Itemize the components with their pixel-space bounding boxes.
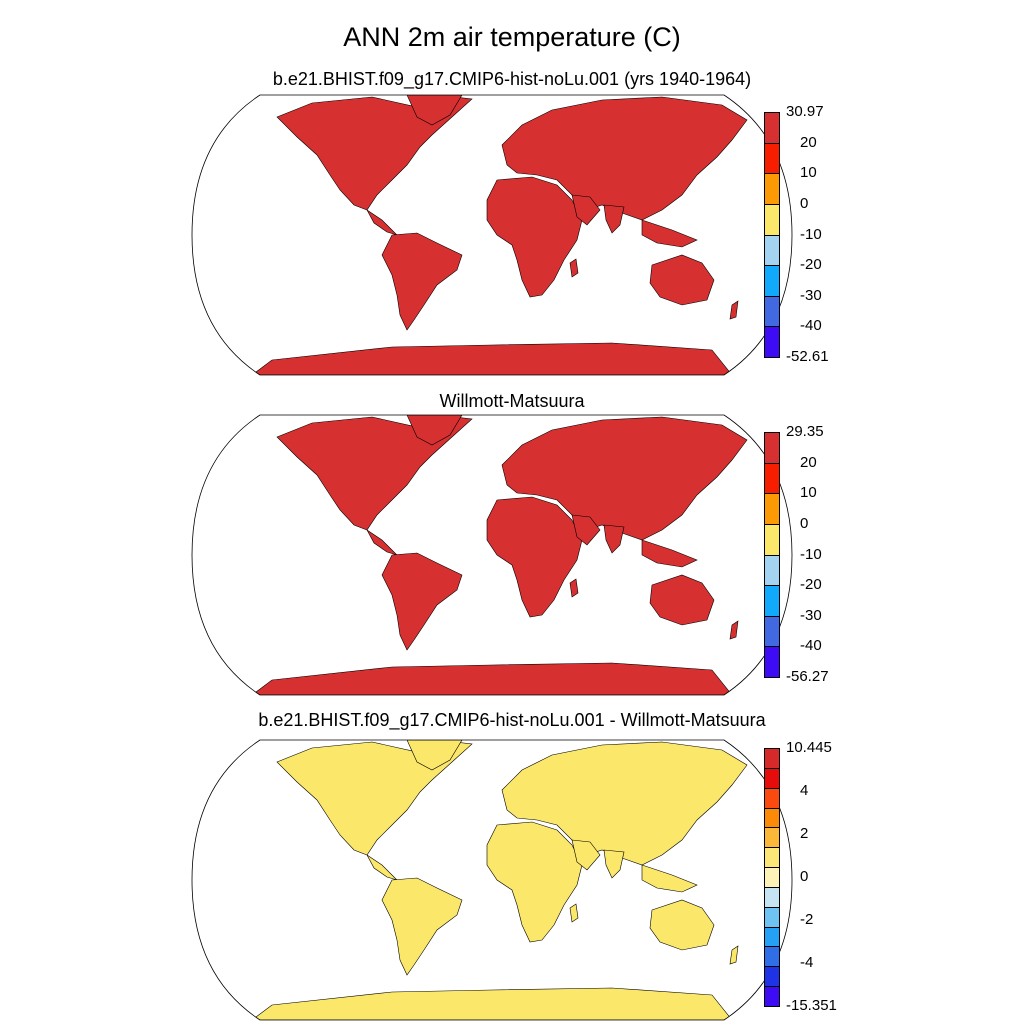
panel-model-colorbar-label: -30 (800, 286, 822, 304)
panel-diff-outline (191, 739, 793, 1021)
panel-model-land (251, 95, 748, 375)
panel-diff-colorbar-label: 10.445 (786, 739, 832, 756)
panel-obs-colorbar-label: 0 (800, 514, 809, 532)
panel-diff-colorbar-segment (764, 906, 780, 928)
panel-obs-colorbar-label: -56.27 (786, 668, 829, 685)
panel-model-colorbar-segment (764, 234, 780, 267)
panel-model-colorbar-label: -10 (800, 225, 822, 243)
panel-diff-colorbar-segment (764, 946, 780, 968)
panel-diff-colorbar-label: 2 (800, 825, 809, 842)
panel-obs-land (251, 415, 748, 695)
panel-obs-colorbar-segment (764, 462, 780, 495)
panel-diff-colorbar-segment (764, 986, 780, 1007)
panel-diff-colorbar-label: 0 (800, 868, 809, 885)
panel-model-colorbar-segment (764, 265, 780, 297)
panel-diff-colorbar-label: -2 (800, 911, 814, 928)
panel-model-colorbar-label: 0 (800, 194, 809, 212)
panel-obs-colorbar-segment (764, 646, 780, 678)
panel-diff-colorbar-segment (764, 827, 780, 849)
panel-model-colorbar-segment (764, 142, 780, 175)
panel-obs-colorbar-segment (764, 585, 780, 617)
panel-diff-colorbar-label: 4 (800, 782, 809, 799)
panel-obs-colorbar-label: -30 (800, 606, 822, 624)
panel-model-colorbar-segment (764, 295, 780, 328)
panel-model-colorbar-segment (764, 326, 780, 358)
panel-diff-colorbar-label: -4 (800, 954, 814, 971)
panel-diff-colorbar-segment (764, 926, 780, 948)
panel-obs-colorbar-segment (764, 615, 780, 648)
panel-model-map (191, 94, 793, 376)
panel-diff-colorbar-segment (764, 966, 780, 988)
panel-obs-colorbar-label: -10 (800, 545, 822, 563)
panel-diff-colorbar-label: -15.351 (786, 997, 837, 1014)
panel-model-colorbar-segment (764, 112, 780, 144)
panel-diff-subtitle: b.e21.BHIST.f09_g17.CMIP6-hist-noLu.001 … (258, 710, 766, 730)
panel-model-colorbar-segment (764, 173, 780, 205)
panel-model-colorbar-segment (764, 203, 780, 236)
panel-diff-land (251, 740, 748, 1020)
panel-model-colorbar-label: 10 (800, 164, 817, 182)
panel-obs-colorbar-segment (764, 493, 780, 525)
panel-model-colorbar-label: -20 (800, 256, 822, 274)
panel-obs-colorbar-label: 29.35 (786, 423, 824, 440)
panel-obs-map (191, 414, 793, 696)
figure-title: ANN 2m air temperature (C) (343, 22, 681, 52)
panel-diff-colorbar-segment (764, 847, 780, 869)
panel-diff-colorbar-segment (764, 886, 780, 908)
panel-obs-colorbar-segment (764, 554, 780, 587)
panel-obs-colorbar-label: -40 (800, 637, 822, 655)
panel-obs-colorbar-label: 10 (800, 484, 817, 502)
panel-model-colorbar-label: 20 (800, 133, 817, 151)
panel-model-outline (191, 94, 793, 376)
panel-obs-colorbar-segment (764, 523, 780, 556)
panel-obs-colorbar-label: 20 (800, 453, 817, 471)
panel-obs-subtitle: Willmott-Matsuura (439, 391, 585, 411)
panel-obs-outline (191, 414, 793, 696)
panel-diff-colorbar-segment (764, 787, 780, 809)
panel-model-colorbar-label: 30.97 (786, 103, 824, 120)
panel-obs-colorbar-label: -20 (800, 576, 822, 594)
panel-model-subtitle: b.e21.BHIST.f09_g17.CMIP6-hist-noLu.001 … (272, 69, 752, 89)
panel-obs-colorbar-segment (764, 432, 780, 464)
panel-diff-colorbar-segment (764, 867, 780, 888)
panel-model-colorbar-label: -52.61 (786, 348, 829, 365)
panel-diff-colorbar-segment (764, 748, 780, 769)
panel-diff-colorbar-segment (764, 767, 780, 789)
panel-model-colorbar-label: -40 (800, 317, 822, 335)
panel-diff-colorbar-segment (764, 807, 780, 829)
panel-diff-map (191, 739, 793, 1021)
